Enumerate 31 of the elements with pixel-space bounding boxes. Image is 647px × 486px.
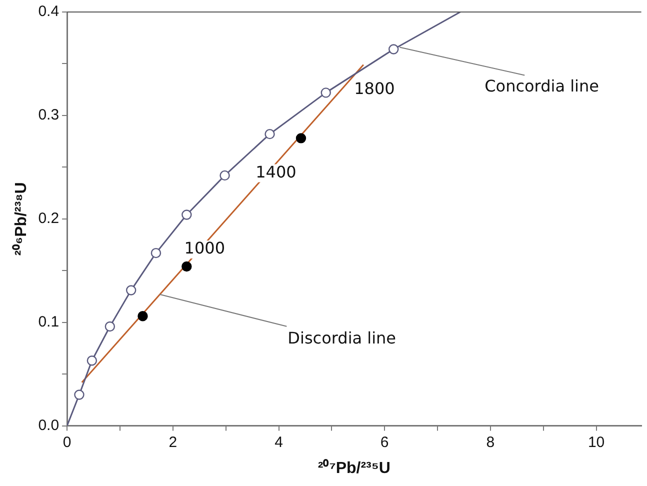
point [182,261,192,272]
x-tick-label: 2 [168,434,178,451]
annotation: 1400 [256,162,296,182]
point [388,44,399,54]
point [86,356,98,366]
x-tick-label: 8 [486,434,495,451]
point [126,285,136,296]
y-tick-label: 0.1 [38,313,60,330]
point [104,321,116,332]
point [74,390,84,400]
annotation: Discordia line [288,328,396,348]
point [182,210,192,220]
x-tick-label: 6 [380,434,389,451]
point [264,128,275,140]
point [320,88,331,98]
y-tick-label: 0.3 [38,106,60,124]
annotation: 1800 [354,78,395,98]
y-tick-label: 0.2 [38,210,60,228]
x-tick-label: 0 [62,434,72,451]
y-tick-label: 0.4 [38,3,60,20]
x-tick-label: 4 [274,434,283,451]
annotation: 1000 [184,238,226,258]
point [138,311,148,322]
annotation: Concordia line [484,76,599,96]
point [296,133,306,144]
y-tick-label: 0.0 [38,416,60,434]
point [220,170,230,181]
x-tick-label: 10 [588,434,605,451]
y-axis-title: ²⁰⁶Pb/²³⁸U [12,182,30,256]
x-axis-title: ²⁰⁷Pb/²³⁵U [318,458,390,477]
point [150,248,162,258]
